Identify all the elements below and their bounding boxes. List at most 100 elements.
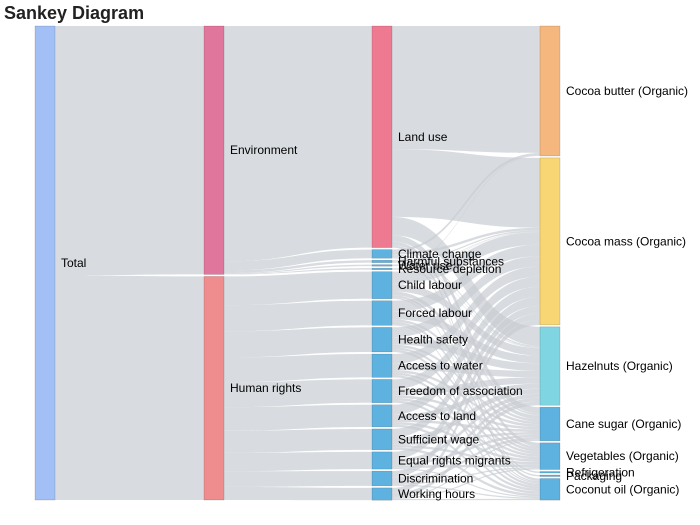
link-migrants-coconut[interactable] xyxy=(392,467,540,498)
link-land_use-vegetables[interactable] xyxy=(392,241,540,447)
link-total-env[interactable] xyxy=(55,26,204,276)
node-migrants[interactable] xyxy=(371,451,393,470)
link-migrants-vegetables[interactable] xyxy=(392,464,540,468)
link-harmful-hazelnuts[interactable] xyxy=(392,261,540,348)
node-harmful[interactable] xyxy=(371,259,393,263)
node-cane_sugar[interactable] xyxy=(539,406,561,442)
link-hr-freedom[interactable] xyxy=(224,379,372,408)
node-label-hazelnuts: Hazelnuts (Organic) xyxy=(566,359,673,373)
node-hazelnuts[interactable] xyxy=(539,326,561,406)
node-cocoa_butter[interactable] xyxy=(539,25,561,157)
link-env-water_use[interactable] xyxy=(224,264,372,274)
node-label-total: Total xyxy=(61,256,86,270)
node-total[interactable] xyxy=(34,25,56,501)
link-land_use-cane_sugar[interactable] xyxy=(392,235,540,414)
node-label-wage: Sufficient wage xyxy=(398,432,479,446)
link-discrim-vegetables[interactable] xyxy=(392,466,540,485)
link-freedom-cocoa_mass[interactable] xyxy=(392,276,540,390)
node-resource[interactable] xyxy=(371,267,393,270)
node-water_use[interactable] xyxy=(371,264,393,267)
link-wage-cocoa_mass[interactable] xyxy=(392,296,540,438)
node-hours[interactable] xyxy=(371,487,393,501)
node-child[interactable] xyxy=(371,271,393,300)
link-wage-hazelnuts[interactable] xyxy=(392,388,540,443)
node-label-water_use: Water use xyxy=(398,258,453,272)
link-water_access-cocoa_mass[interactable] xyxy=(392,266,540,364)
link-land_access-vegetables[interactable] xyxy=(392,422,540,462)
links-layer xyxy=(55,26,540,501)
node-refrigeration[interactable] xyxy=(539,471,561,474)
node-forced[interactable] xyxy=(371,300,393,326)
link-child-coconut[interactable] xyxy=(392,297,540,483)
link-discrim-hazelnuts[interactable] xyxy=(392,397,540,481)
node-label-discrim: Discrimination xyxy=(398,471,473,485)
link-env-land_use[interactable] xyxy=(224,26,372,262)
link-hr-water_access[interactable] xyxy=(224,353,372,383)
link-discrim-cocoa_mass[interactable] xyxy=(392,313,540,478)
node-label-child: Child labour xyxy=(398,278,462,292)
node-label-water_access: Access to water xyxy=(398,359,483,373)
link-env-resource[interactable] xyxy=(224,268,372,275)
link-env-climate[interactable] xyxy=(224,249,372,271)
node-label-resource: Resource depletion xyxy=(398,262,501,276)
node-water_access[interactable] xyxy=(371,353,393,378)
link-land_access-hazelnuts[interactable] xyxy=(392,383,540,420)
node-label-hr: Human rights xyxy=(230,381,301,395)
link-hours-cocoa_mass[interactable] xyxy=(392,319,540,493)
node-coconut[interactable] xyxy=(539,478,561,501)
node-packaging[interactable] xyxy=(539,474,561,477)
link-discrim-cane_sugar[interactable] xyxy=(392,437,540,484)
link-hr-child[interactable] xyxy=(224,271,372,306)
link-harmful-cocoa_mass[interactable] xyxy=(392,230,540,262)
link-hours-vegetables[interactable] xyxy=(392,468,540,499)
node-env[interactable] xyxy=(203,25,225,275)
link-env-harmful[interactable] xyxy=(224,260,372,274)
link-hr-health[interactable] xyxy=(224,327,372,358)
node-wage[interactable] xyxy=(371,428,393,451)
link-climate-cocoa_mass[interactable] xyxy=(392,227,540,255)
link-hr-wage[interactable] xyxy=(224,428,372,453)
link-hr-land_access[interactable] xyxy=(224,404,372,431)
link-climate-cocoa_butter[interactable] xyxy=(392,152,540,253)
node-label-cane_sugar: Cane sugar (Organic) xyxy=(566,417,681,431)
link-hours-coconut[interactable] xyxy=(392,498,540,501)
node-hr[interactable] xyxy=(203,276,225,501)
node-freedom[interactable] xyxy=(371,379,393,404)
node-vegetables[interactable] xyxy=(539,442,561,470)
node-land_use[interactable] xyxy=(371,25,393,248)
link-child-cocoa_mass[interactable] xyxy=(392,232,540,284)
link-freedom-cane_sugar[interactable] xyxy=(392,395,540,430)
page-title: Sankey Diagram xyxy=(4,3,145,23)
node-discrim[interactable] xyxy=(371,470,393,487)
link-resource-cocoa_mass[interactable] xyxy=(392,231,540,269)
node-label-forced: Forced labour xyxy=(398,306,472,320)
node-land_access[interactable] xyxy=(371,404,393,428)
link-hr-forced[interactable] xyxy=(224,300,372,332)
link-resource-hazelnuts[interactable] xyxy=(392,268,540,349)
node-label-coconut: Coconut oil (Organic) xyxy=(566,482,679,496)
link-land_use-cocoa_butter[interactable] xyxy=(392,26,540,153)
link-water_use-cocoa_mass[interactable] xyxy=(392,231,540,267)
link-migrants-cocoa_mass[interactable] xyxy=(392,305,540,460)
link-wage-vegetables[interactable] xyxy=(392,444,540,465)
link-hr-discrim[interactable] xyxy=(224,471,372,487)
link-land_access-cocoa_mass[interactable] xyxy=(392,286,540,415)
link-water_use-cocoa_butter[interactable] xyxy=(392,155,540,266)
node-climate[interactable] xyxy=(371,249,393,259)
link-forced-cocoa_mass[interactable] xyxy=(392,244,540,312)
link-health-cocoa_mass[interactable] xyxy=(392,256,540,338)
node-health[interactable] xyxy=(371,327,393,353)
link-hr-migrants[interactable] xyxy=(224,451,372,472)
link-discrim-coconut[interactable] xyxy=(392,484,540,499)
link-hours-cane_sugar[interactable] xyxy=(392,439,540,498)
link-hours-hazelnuts[interactable] xyxy=(392,401,540,497)
link-migrants-hazelnuts[interactable] xyxy=(392,393,540,463)
link-water_access-coconut[interactable] xyxy=(392,374,540,489)
link-total-hr[interactable] xyxy=(55,275,204,500)
node-label-land_use: Land use xyxy=(398,130,448,144)
link-hr-hours[interactable] xyxy=(224,486,372,501)
link-wage-coconut[interactable] xyxy=(392,447,540,497)
link-land_use-cocoa_mass[interactable] xyxy=(392,149,540,228)
link-freedom-coconut[interactable] xyxy=(392,400,540,492)
node-cocoa_mass[interactable] xyxy=(539,157,561,326)
